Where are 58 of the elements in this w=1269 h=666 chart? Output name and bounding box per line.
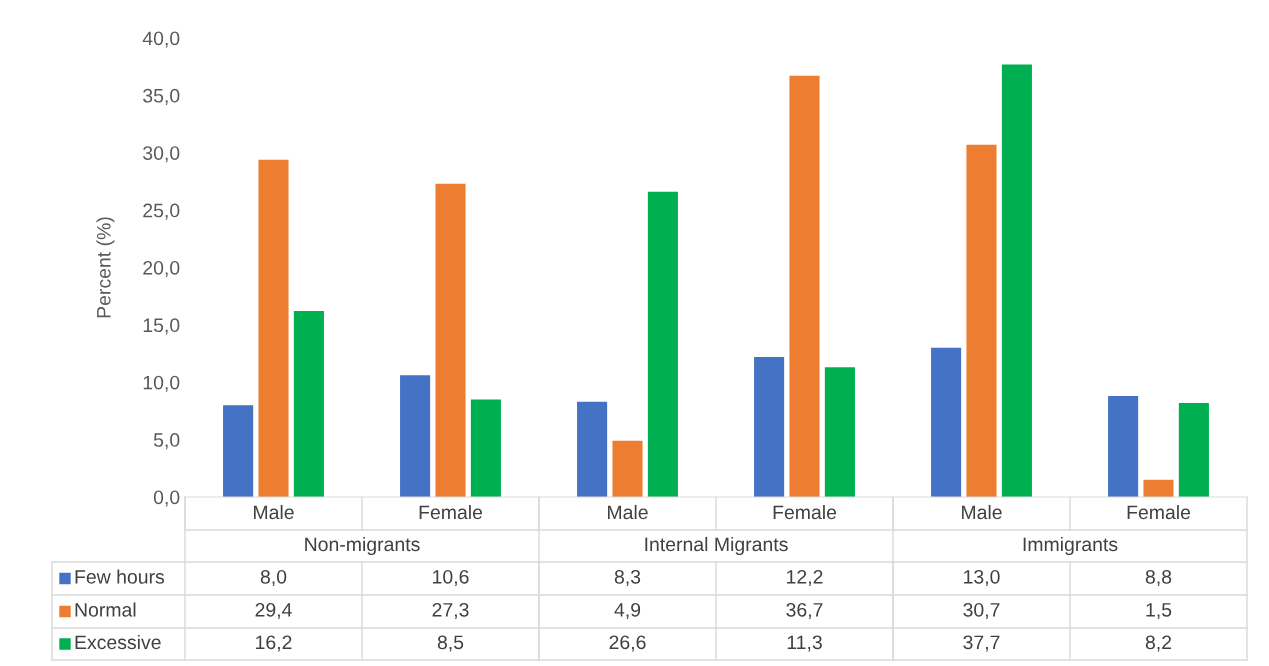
bar [470,399,501,497]
data-label: 1,5 [1146,603,1172,620]
x-tick-label: Female [1127,504,1191,520]
y-tick-label: 30,0 [143,146,180,163]
bar [1178,402,1209,497]
y-tick-label: 20,0 [143,260,180,278]
data-label: 10,6 [433,569,469,587]
data-label: 8,2 [1145,635,1172,652]
x-tick-label: Male [608,504,648,520]
bar [223,405,254,497]
data-label: 8,3 [614,569,641,587]
bar [293,311,324,497]
bar [258,159,289,497]
data-label: 16,2 [256,635,292,652]
data-label: 8,5 [437,635,464,652]
data-label: 12,2 [787,569,823,587]
y-tick-label: 25,0 [143,203,180,220]
data-label: 29,4 [255,602,292,620]
y-axis-title: Percent (%) [96,217,115,318]
text: Non-migrants [305,536,420,556]
bar [1001,64,1032,497]
x-tick-label: Female [773,504,837,520]
y-tick-label: 10,0 [143,375,180,392]
bar [577,401,608,497]
data-label: 27,3 [432,602,469,620]
data-label: 8,8 [1145,569,1172,587]
y-tick-label: 15,0 [143,318,180,335]
data-label: 4,9 [614,602,641,620]
y-tick-label: 0,0 [153,490,180,507]
legend-label: Normal [75,602,136,617]
bar [931,347,962,497]
bar [824,367,855,497]
data-label: 13,0 [964,569,1000,587]
legend-label: Excessive [75,634,161,650]
y-tick-label: 40,0 [142,31,180,48]
bar [400,375,431,497]
legend-label: Few hours [75,569,165,584]
x-tick-label: Male [254,504,294,520]
y-tick-label: 35,0 [143,88,180,105]
bar [1108,396,1139,497]
bar [435,183,466,497]
y-tick-label: 5,0 [153,433,180,450]
data-label: 36,7 [786,602,823,620]
bar [966,144,997,497]
data-label: 37,7 [963,635,1000,652]
data-label: 8,0 [260,569,287,587]
text: Immigrants [1023,536,1118,556]
x-tick-label: Female [419,504,483,520]
data-label: 30,7 [963,602,1000,620]
bar [612,440,643,497]
bar [647,191,678,497]
x-tick-label: Male [962,504,1002,520]
data-label: 11,3 [787,635,822,652]
bar [789,75,820,497]
text: Internal Migrants [645,536,788,556]
data-label: 26,6 [609,635,646,652]
bar [754,357,785,497]
bar [1143,479,1174,497]
